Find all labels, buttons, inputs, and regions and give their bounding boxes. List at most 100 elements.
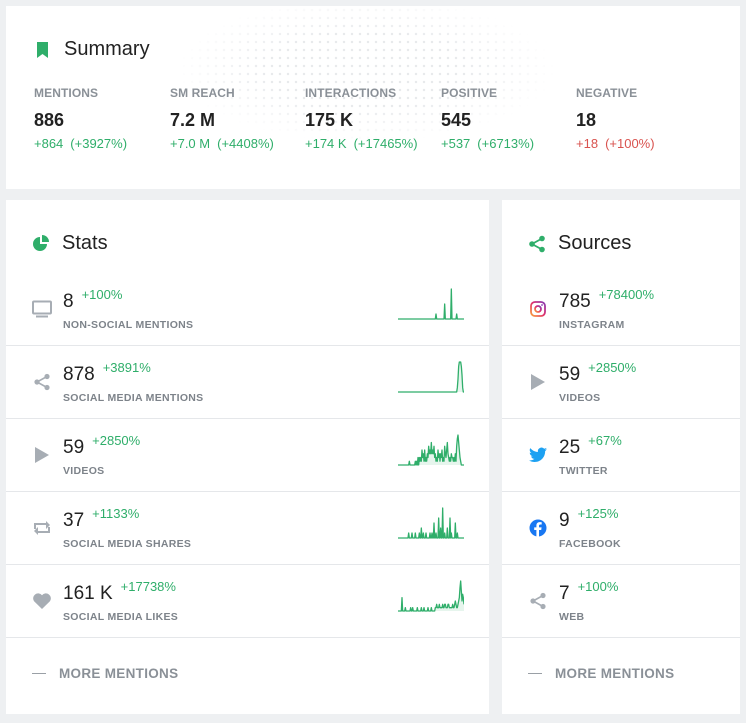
sparkline-chart: [398, 434, 464, 466]
metric-label: MENTIONS: [34, 86, 99, 100]
world-map-dots-decoration: [156, 6, 576, 166]
metric-value: 545: [441, 110, 472, 130]
sparkline-area: [398, 362, 464, 392]
sparkline-line: [398, 434, 464, 466]
row-change: +100%: [577, 579, 619, 594]
row-label: VIDEOS: [559, 392, 601, 404]
row-value: 7: [559, 583, 570, 604]
dash-icon: [32, 672, 46, 675]
metric-value: 7.2 M: [170, 110, 216, 130]
sources-title: Sources: [558, 232, 632, 254]
row-change: +125%: [577, 506, 619, 521]
row-change: +1133%: [92, 506, 140, 521]
summary-title: Summary: [64, 38, 150, 60]
source-row-web[interactable]: 7 +100% WEB: [502, 565, 740, 638]
metric-label: INTERACTIONS: [305, 86, 397, 100]
row-value: 59: [559, 364, 581, 385]
twitter-icon: [528, 445, 548, 465]
metric-mentions[interactable]: MENTIONS 886 +864 (+3927%): [34, 86, 169, 151]
sparkline-chart: [398, 288, 464, 320]
bookmark-icon: [34, 41, 52, 59]
row-value: 59: [63, 437, 85, 458]
row-value: 878: [63, 364, 95, 385]
metric-value: 175 K: [305, 110, 354, 130]
sparkline-line: [398, 580, 464, 612]
metric-change: +174 K (+17465%): [305, 136, 418, 151]
heart-icon: [32, 591, 52, 611]
stats-title: Stats: [62, 232, 108, 254]
source-row-instagram[interactable]: 785 +78400% INSTAGRAM: [502, 273, 740, 346]
sources-card: Sources 785 +78400% INSTAGRAM 59 +2850% VI…: [502, 200, 740, 714]
source-row-twitter[interactable]: 25 +67% TWITTER: [502, 419, 740, 492]
stats-row-social-media-shares[interactable]: 37 +1133% SOCIAL MEDIA SHARES: [6, 492, 489, 565]
stats-row-non-social-mentions[interactable]: 8 +100% NON-SOCIAL MENTIONS: [6, 273, 489, 346]
more-mentions-button[interactable]: MORE MENTIONS: [528, 666, 674, 681]
sparkline-area: [398, 289, 464, 319]
row-change: +17738%: [120, 579, 176, 594]
metric-change: +18 (+100%): [576, 136, 655, 151]
metric-sm-reach[interactable]: SM REACH 7.2 M +7.0 M (+4408%): [170, 86, 305, 151]
metric-value: 18: [576, 110, 597, 130]
instagram-icon: [528, 299, 548, 319]
metric-negative[interactable]: NEGATIVE 18 +18 (+100%): [576, 86, 711, 151]
stats-row-videos[interactable]: 59 +2850% VIDEOS: [6, 419, 489, 492]
play-icon: [32, 445, 52, 465]
play-icon: [528, 372, 548, 392]
row-label: INSTAGRAM: [559, 319, 625, 331]
share-icon: [528, 591, 548, 611]
stats-row-social-media-mentions[interactable]: 878 +3891% SOCIAL MEDIA MENTIONS: [6, 346, 489, 419]
row-change: +2850%: [92, 433, 141, 448]
stats-row-social-media-likes[interactable]: 161 K +17738% SOCIAL MEDIA LIKES: [6, 565, 489, 638]
sparkline-area: [398, 508, 464, 538]
row-label: VIDEOS: [63, 465, 105, 477]
summary-card: Summary MENTIONS 886 +864 (+3927%) SM REA…: [6, 6, 740, 189]
row-change: +2850%: [588, 360, 637, 375]
source-row-facebook[interactable]: 9 +125% FACEBOOK: [502, 492, 740, 565]
metric-label: SM REACH: [170, 86, 235, 100]
source-row-videos[interactable]: 59 +2850% VIDEOS: [502, 346, 740, 419]
sparkline-line: [398, 361, 464, 393]
sparkline-line: [398, 507, 464, 539]
row-value: 8: [63, 291, 74, 312]
metric-value: 886: [34, 110, 65, 130]
metric-change: +7.0 M (+4408%): [170, 136, 274, 151]
sources-header: Sources: [528, 232, 631, 255]
row-label: SOCIAL MEDIA MENTIONS: [63, 392, 204, 404]
row-change: +67%: [588, 433, 622, 448]
row-label: FACEBOOK: [559, 538, 621, 550]
metric-label: NEGATIVE: [576, 86, 638, 100]
monitor-icon: [32, 299, 52, 319]
sparkline-line: [398, 288, 464, 320]
more-mentions-label: MORE MENTIONS: [59, 666, 179, 681]
row-value: 25: [559, 437, 581, 458]
dash-icon: [528, 672, 542, 675]
metric-interactions[interactable]: INTERACTIONS 175 K +174 K (+17465%): [305, 86, 440, 151]
row-label: SOCIAL MEDIA SHARES: [63, 538, 192, 550]
more-mentions-button[interactable]: MORE MENTIONS: [32, 666, 178, 681]
facebook-icon: [528, 518, 548, 538]
sparkline-chart: [398, 361, 464, 393]
row-label: SOCIAL MEDIA LIKES: [63, 611, 179, 623]
retweet-icon: [32, 518, 52, 538]
row-change: +100%: [81, 287, 123, 302]
row-value: 37: [63, 510, 85, 531]
share-icon: [528, 235, 546, 253]
sparkline-chart: [398, 507, 464, 539]
share-icon: [32, 372, 52, 392]
row-value: 9: [559, 510, 570, 531]
row-label: TWITTER: [559, 465, 608, 477]
sparkline-chart: [398, 580, 464, 612]
row-change: +78400%: [598, 287, 655, 302]
more-mentions-label: MORE MENTIONS: [555, 666, 675, 681]
row-change: +3891%: [102, 360, 151, 375]
stats-header: Stats: [32, 232, 108, 255]
summary-header: Summary: [34, 38, 150, 61]
metric-positive[interactable]: POSITIVE 545 +537 (+6713%): [441, 86, 576, 151]
pie-chart-icon: [32, 234, 50, 253]
row-value: 161 K: [63, 583, 113, 604]
row-value: 785: [559, 291, 591, 312]
metric-change: +537 (+6713%): [441, 136, 535, 151]
metric-label: POSITIVE: [441, 86, 498, 100]
row-label: NON-SOCIAL MENTIONS: [63, 319, 194, 331]
stats-card: Stats 8 +100% NON-SOCIAL MENTIONS 878 +389…: [6, 200, 489, 714]
